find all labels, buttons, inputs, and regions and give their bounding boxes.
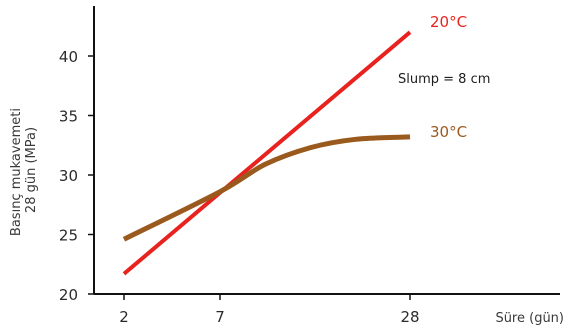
x-tick-label: 7: [215, 308, 225, 326]
x-tick-label: 2: [119, 308, 129, 326]
y-tick-label: 35: [59, 108, 78, 126]
y-axis-title: Basınç mukavemeti 28 gün (MPa): [9, 104, 39, 236]
series-label-30c: 30°C: [430, 123, 467, 141]
series-label-20c: 20°C: [430, 13, 467, 31]
y-ticks: 20 25 30 35 40: [59, 48, 94, 304]
x-tick-label: 28: [400, 308, 419, 326]
series-line-20c: [122, 30, 412, 276]
series-lines: [122, 30, 412, 276]
y-tick-label: 25: [59, 227, 78, 245]
y-tick-label: 40: [59, 48, 78, 66]
slump-annotation: Slump = 8 cm: [398, 72, 490, 87]
y-axis-title-line-1: Basınç mukavemeti: [9, 108, 24, 236]
series-line-30c: [122, 134, 411, 242]
x-axis-title: Süre (gün): [495, 311, 564, 326]
x-ticks: 2 7 28: [119, 294, 420, 326]
y-tick-label: 30: [59, 167, 78, 185]
y-tick-label: 20: [59, 286, 78, 304]
axes: [93, 6, 560, 295]
y-axis-title-line-2: 28 gün (MPa): [24, 127, 39, 213]
